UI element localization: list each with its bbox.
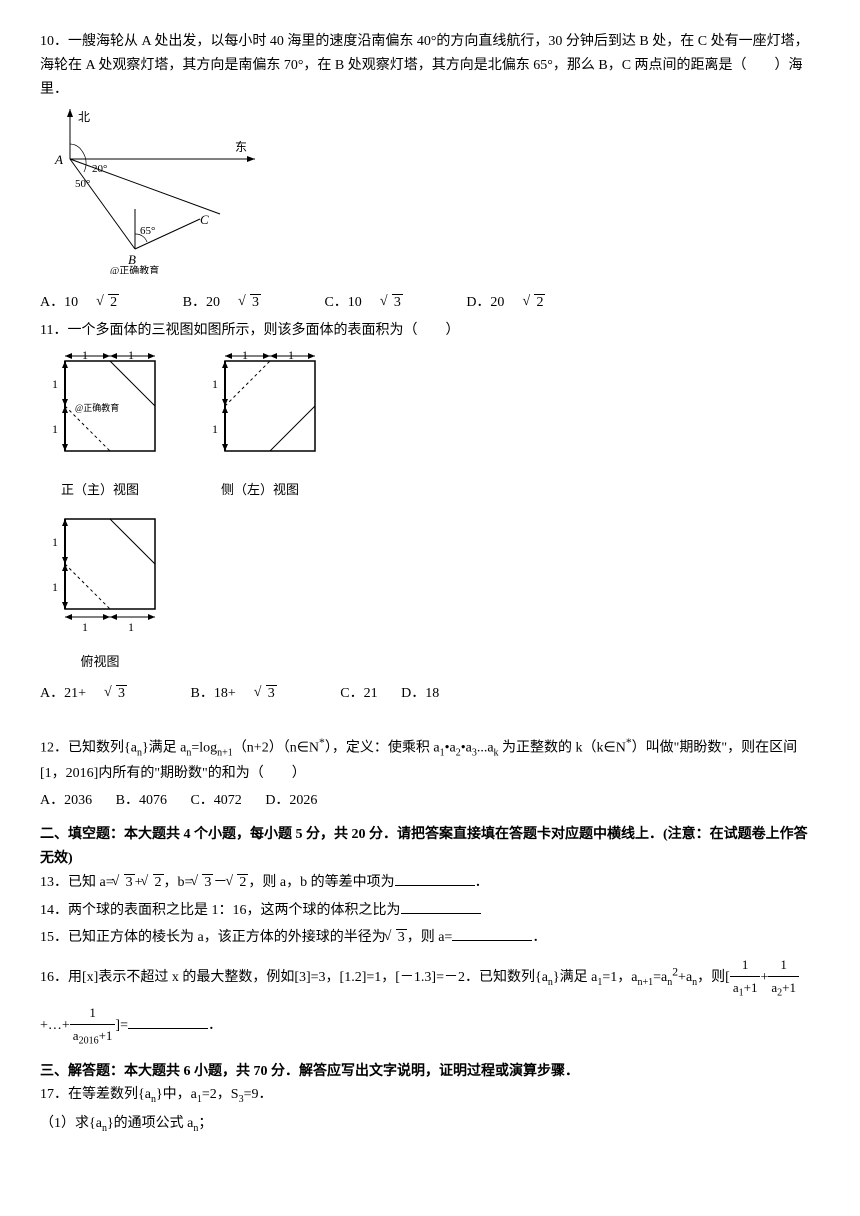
q11-views-row2: 1 1 1 1 俯视图 — [40, 509, 820, 674]
svg-text:@正确教育: @正确教育 — [75, 402, 119, 413]
q12-opt-a: A．2036 — [40, 793, 92, 808]
question-14: 14．两个球的表面积之比是 1：16，这两个球的体积之比为 — [40, 899, 820, 923]
q16-blank — [128, 1014, 208, 1029]
question-11: 11．一个多面体的三视图如图所示，则该多面体的表面积为（ ） — [40, 319, 820, 343]
q10-opt-c: C．103 — [324, 295, 442, 310]
svg-text:B: B — [128, 252, 136, 267]
top-view: 1 1 1 1 俯视图 — [40, 509, 160, 674]
q15-blank — [452, 926, 532, 941]
svg-text:1: 1 — [128, 620, 134, 634]
side-view-label: 侧（左）视图 — [200, 479, 320, 501]
q10-options: A．102 B．203 C．103 D．202 — [40, 291, 820, 315]
q10-diagram: 北 东 A B C 20° 50° 65° @正确教育 — [40, 109, 820, 283]
q11-opt-d: D．18 — [401, 686, 439, 701]
question-16: 16．用[x]表示不超过 x 的最大整数，例如[3]=3，[1.2]=1，[－1… — [40, 954, 820, 1049]
q10-opt-d: D．202 — [466, 295, 585, 310]
q12-opt-c: C．4072 — [190, 793, 241, 808]
svg-text:1: 1 — [52, 422, 58, 436]
north-label: 北 — [78, 110, 90, 124]
section2-title: 二、填空题：本大题共 4 个小题，每小题 5 分，共 20 分．请把答案直接填在… — [40, 823, 820, 871]
front-view-label: 正（主）视图 — [40, 479, 160, 501]
question-13: 13．已知 a=3+2，b=3－2，则 a，b 的等差中项为． — [40, 871, 820, 895]
section3-title: 三、解答题：本大题共 6 小题，共 70 分．解答应写出文字说明，证明过程或演算… — [40, 1060, 820, 1084]
svg-text:1: 1 — [82, 620, 88, 634]
svg-text:20°: 20° — [92, 163, 107, 175]
q11-text: 11．一个多面体的三视图如图所示，则该多面体的表面积为（ ） — [40, 323, 459, 338]
q11-options: A．21+3 B．18+3 C．21 D．18 — [40, 682, 820, 706]
east-label: 东 — [235, 140, 247, 154]
q12-opt-d: D．2026 — [265, 793, 317, 808]
svg-text:1: 1 — [52, 377, 58, 391]
q12-opt-b: B．4076 — [116, 793, 167, 808]
q11-opt-c: C．21 — [340, 686, 377, 701]
q10-opt-a: A．102 — [40, 295, 159, 310]
top-view-label: 俯视图 — [40, 651, 160, 673]
question-12: 12．已知数列{an}满足 an=logn+1（n+2）（n∈N*），定义：使乘… — [40, 733, 820, 785]
watermark-text: @正确教育 — [110, 264, 159, 274]
q11-opt-a: A．21+3 — [40, 686, 167, 701]
svg-text:50°: 50° — [75, 178, 90, 190]
question-10: 10．一艘海轮从 A 处出发，以每小时 40 海里的速度沿南偏东 40°的方向直… — [40, 30, 820, 101]
svg-text:C: C — [200, 212, 209, 227]
q12-options: A．2036 B．4076 C．4072 D．2026 — [40, 789, 820, 813]
front-view: 1 1 1 1 @正确教育 正（主）视图 — [40, 351, 160, 501]
svg-text:1: 1 — [212, 422, 218, 436]
svg-text:A: A — [54, 152, 63, 167]
q11-views-row1: 1 1 1 1 @正确教育 正（主）视图 1 1 1 — [40, 351, 820, 501]
question-15: 15．已知正方体的棱长为 a，该正方体的外接球的半径为3，则 a=． — [40, 926, 820, 950]
q10-text: 10．一艘海轮从 A 处出发，以每小时 40 海里的速度沿南偏东 40°的方向直… — [40, 34, 809, 97]
svg-text:1: 1 — [52, 535, 58, 549]
svg-text:65°: 65° — [140, 225, 155, 237]
svg-text:1: 1 — [52, 580, 58, 594]
question-17: 17．在等差数列{an}中，a1=2，S3=9． — [40, 1083, 820, 1108]
q11-opt-b: B．18+3 — [191, 686, 317, 701]
q13-blank — [395, 871, 475, 886]
q14-blank — [401, 899, 481, 914]
svg-text:1: 1 — [212, 377, 218, 391]
side-view: 1 1 1 1 侧（左）视图 — [200, 351, 320, 501]
q10-opt-b: B．203 — [183, 295, 301, 310]
question-17-sub1: （1）求{an}的通项公式 an； — [40, 1112, 820, 1137]
